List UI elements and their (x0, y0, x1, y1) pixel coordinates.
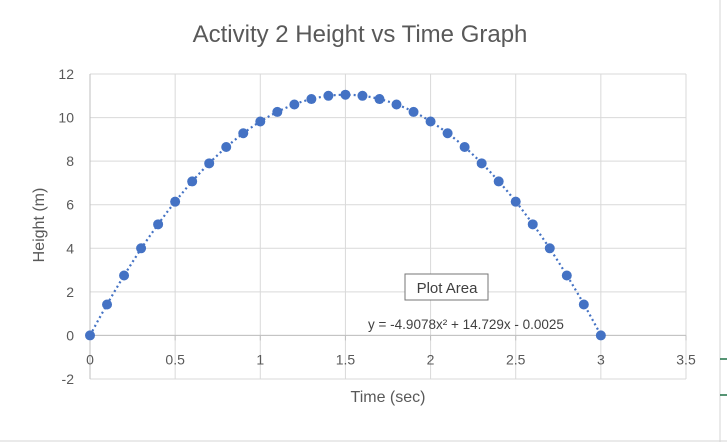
chart-title: Activity 2 Height vs Time Graph (193, 21, 528, 48)
x-axis-tick-labels: 0 0.5 1 1.5 2 2.5 3 3.5 (86, 351, 696, 367)
data-point (170, 196, 181, 207)
x-tick-label: 3 (597, 351, 605, 367)
data-point (306, 94, 317, 105)
data-point (425, 116, 436, 127)
data-point (255, 116, 266, 127)
data-point (153, 219, 164, 230)
y-tick-label: -2 (62, 371, 75, 387)
x-axis-title: Time (sec) (351, 389, 426, 406)
data-point (459, 141, 470, 152)
data-point (561, 270, 572, 281)
y-axis-tick-labels: -2 0 2 4 6 8 10 12 (58, 66, 74, 387)
data-point (578, 299, 589, 310)
y-tick-label: 0 (66, 327, 74, 343)
y-tick-label: 2 (66, 284, 74, 300)
data-point (374, 94, 385, 105)
data-point (238, 128, 249, 139)
x-tick-label: 1.5 (336, 351, 356, 367)
data-point (391, 99, 402, 110)
x-tick-label: 2.5 (506, 351, 526, 367)
data-point (323, 90, 334, 101)
plot-area-tooltip: Plot Area (404, 273, 489, 301)
data-point (408, 106, 419, 117)
data-point (136, 243, 147, 254)
data-point (510, 196, 521, 207)
tooltip-box (404, 273, 489, 301)
trendline-equation: y = -4.9078x² + 14.729x - 0.0025 (368, 317, 564, 332)
tooltip-label: Plot Area (417, 280, 479, 297)
data-point (595, 330, 606, 341)
x-tick-label: 0 (86, 351, 94, 367)
data-point (85, 330, 95, 341)
data-point (119, 270, 130, 281)
data-point (289, 99, 300, 110)
y-tick-label: 6 (66, 197, 74, 213)
x-tick-label: 1 (256, 351, 264, 367)
y-tick-label: 4 (66, 240, 74, 256)
data-point (221, 141, 232, 152)
y-axis-title: Height (m) (31, 188, 48, 263)
data-point (357, 90, 368, 101)
x-tick-label: 2 (427, 351, 435, 367)
data-point (187, 176, 198, 187)
y-tick-label: 12 (58, 66, 74, 82)
data-point (544, 243, 555, 254)
data-point (476, 158, 487, 169)
data-point (272, 106, 283, 117)
data-point (527, 219, 538, 230)
x-tick-label: 3.5 (676, 351, 696, 367)
data-point (442, 128, 453, 139)
y-tick-label: 8 (66, 153, 74, 169)
data-point (493, 176, 504, 187)
data-point (102, 299, 113, 310)
x-tick-label: 0.5 (165, 351, 185, 367)
y-tick-label: 10 (58, 110, 74, 126)
data-points (85, 89, 606, 341)
data-point (340, 89, 351, 100)
data-point (204, 158, 215, 169)
